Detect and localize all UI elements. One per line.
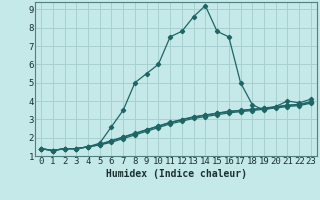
X-axis label: Humidex (Indice chaleur): Humidex (Indice chaleur) xyxy=(106,169,246,179)
